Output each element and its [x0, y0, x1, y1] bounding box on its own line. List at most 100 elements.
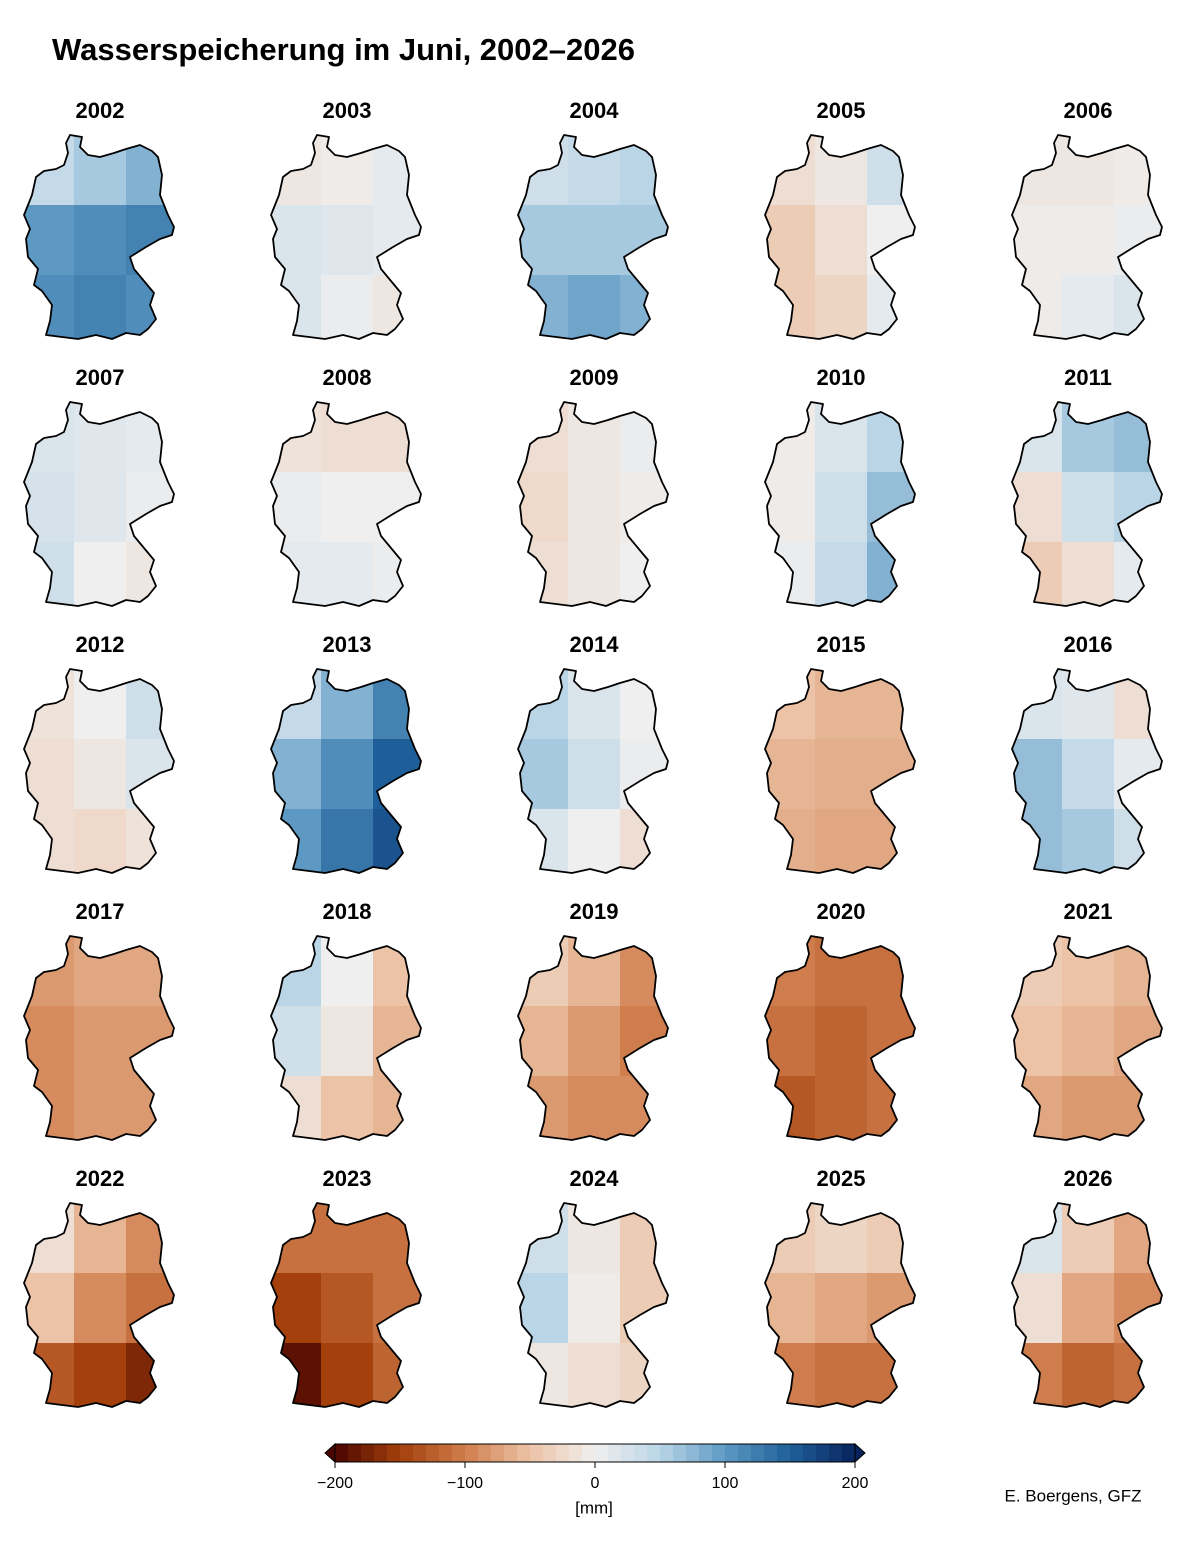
country-outline: [270, 1202, 422, 1408]
grid-cell: [1012, 205, 1063, 276]
grid-cell: [74, 1343, 127, 1407]
country-outline: [1011, 668, 1163, 874]
grid-cell: [1114, 669, 1162, 740]
colorbar-step: [634, 1444, 648, 1462]
colorbar-step: [660, 1444, 674, 1462]
grid-cell: [1062, 542, 1115, 606]
grid-cell: [74, 1203, 127, 1274]
grid-cell: [620, 936, 668, 1007]
grid-cell: [1062, 936, 1115, 1007]
grid-cell: [373, 1203, 421, 1274]
panel-year: 2018: [323, 899, 372, 924]
grid-cell: [1114, 936, 1162, 1007]
grid-cell: [568, 809, 621, 873]
panel-year: 2023: [323, 1166, 372, 1191]
grid-cell: [321, 135, 374, 206]
grid-cell: [1062, 1076, 1115, 1140]
grid-cell: [815, 135, 868, 206]
map-cells: [24, 669, 174, 873]
country-outline: [1011, 935, 1163, 1141]
grid-cell: [518, 1006, 569, 1077]
grid-cell: [765, 472, 816, 543]
map-cells: [765, 936, 915, 1140]
map-panel: [764, 401, 916, 607]
grid-cell: [1012, 1273, 1063, 1344]
panel-year: 2015: [817, 632, 866, 657]
grid-cell: [126, 135, 174, 206]
colorbar-step: [790, 1444, 804, 1462]
colorbar-step: [686, 1444, 700, 1462]
map-cells: [518, 1203, 668, 1407]
map-cells: [1012, 936, 1162, 1140]
map-panel: [270, 668, 422, 874]
grid-cell: [271, 1006, 322, 1077]
grid-cell: [373, 669, 421, 740]
map-cells: [518, 402, 668, 606]
grid-cell: [815, 936, 868, 1007]
map-cells: [765, 669, 915, 873]
panel-year: 2012: [76, 632, 125, 657]
grid-cell: [1062, 1273, 1115, 1344]
panel-year: 2005: [817, 98, 866, 123]
grid-cell: [620, 739, 668, 810]
map-panel: [1011, 1202, 1163, 1408]
colorbar-tick-label: 0: [591, 1475, 600, 1492]
grid-cell: [373, 739, 421, 810]
map-cells: [765, 402, 915, 606]
grid-cell: [518, 1273, 569, 1344]
map-cells: [271, 936, 421, 1140]
grid-cell: [815, 205, 868, 276]
grid-cell: [74, 739, 127, 810]
country-outline: [517, 401, 669, 607]
panel-year: 2016: [1064, 632, 1113, 657]
grid-cell: [74, 275, 127, 339]
map-cells: [24, 402, 174, 606]
grid-cell: [126, 1006, 174, 1077]
colorbar-extend-high: [854, 1442, 866, 1464]
grid-cell: [815, 1273, 868, 1344]
panel-year: 2003: [323, 98, 372, 123]
grid-cell: [126, 669, 174, 740]
country-outline: [517, 1202, 669, 1408]
country-outline: [764, 935, 916, 1141]
grid-cell: [321, 205, 374, 276]
grid-cell: [373, 135, 421, 206]
grid-cell: [74, 402, 127, 473]
grid-cell: [815, 809, 868, 873]
colorbar-step: [608, 1444, 622, 1462]
map-panel: [23, 935, 175, 1141]
grid-cell: [373, 402, 421, 473]
grid-cell: [126, 402, 174, 473]
country-outline: [517, 668, 669, 874]
map-cells: [271, 135, 421, 339]
map-cells: [518, 135, 668, 339]
country-outline: [764, 401, 916, 607]
grid-cell: [620, 669, 668, 740]
grid-cell: [126, 739, 174, 810]
country-outline: [1011, 401, 1163, 607]
grid-cell: [568, 1343, 621, 1407]
map-panel: [764, 1202, 916, 1408]
grid-cell: [1062, 275, 1115, 339]
grid-cell: [867, 402, 915, 473]
grid-cell: [321, 1076, 374, 1140]
colorbar-step: [582, 1444, 596, 1462]
grid-cell: [568, 1203, 621, 1274]
colorbar-step: [556, 1444, 570, 1462]
map-panel: [517, 134, 669, 340]
grid-cell: [620, 1273, 668, 1344]
country-outline: [23, 935, 175, 1141]
panel-year: 2014: [570, 632, 620, 657]
grid-cell: [568, 1273, 621, 1344]
country-outline: [517, 134, 669, 340]
grid-cell: [568, 135, 621, 206]
map-cells: [271, 402, 421, 606]
grid-cell: [321, 809, 374, 873]
country-outline: [270, 401, 422, 607]
grid-cell: [321, 402, 374, 473]
colorbar-step: [712, 1444, 726, 1462]
colorbar-step: [335, 1444, 349, 1462]
colorbar-step: [413, 1444, 427, 1462]
grid-cell: [620, 402, 668, 473]
grid-cell: [321, 1273, 374, 1344]
